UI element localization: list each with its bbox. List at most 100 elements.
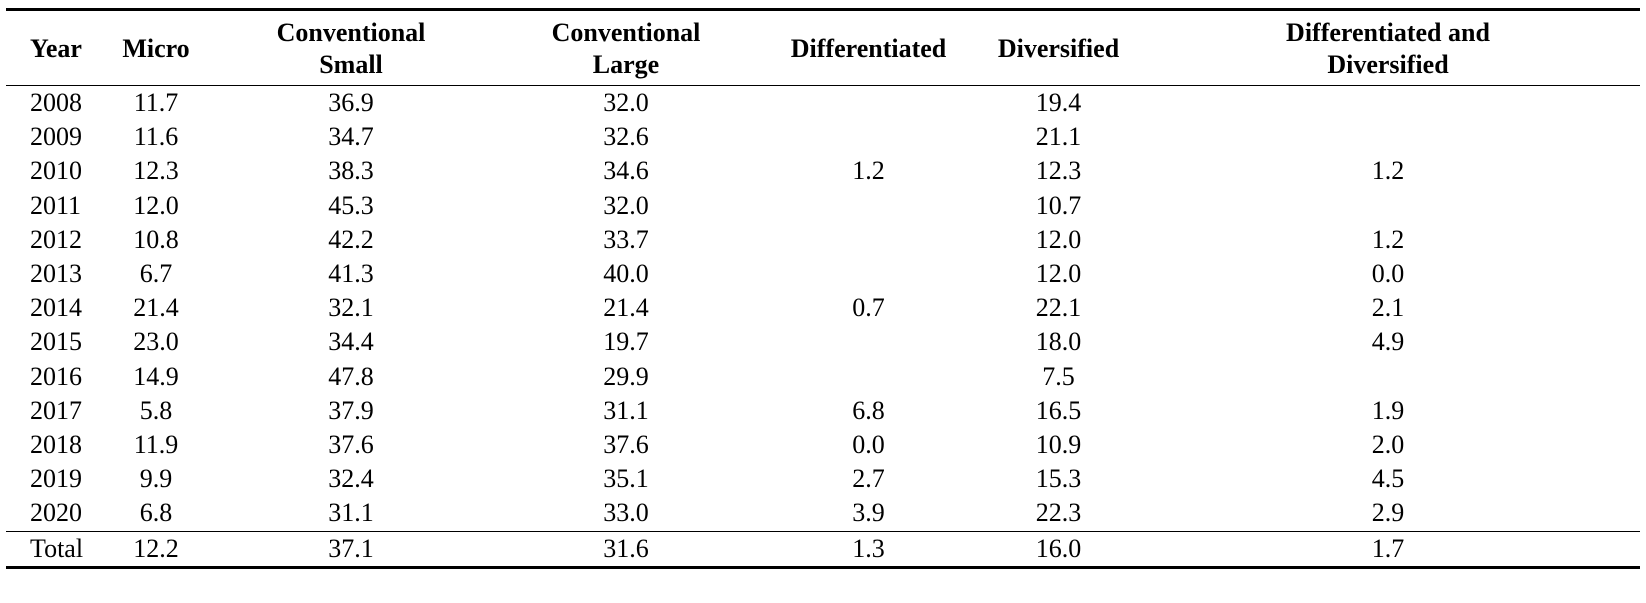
- cell-differentiated-and-diversified: [1136, 189, 1640, 223]
- cell-conventional-small: 45.3: [328, 190, 374, 220]
- cell-micro: 10.8: [133, 224, 179, 254]
- cell-differentiated: 3.9: [852, 498, 885, 528]
- cell-conventional-small: 36.9: [328, 88, 374, 117]
- header-row: Year Micro Conventional Small Conventiona…: [6, 9, 1640, 86]
- cell-micro: 6.7: [139, 259, 173, 289]
- total-row: Total 12.2 37.1 31.6 1.3 16.0 1.7: [6, 530, 1640, 568]
- table-row: 2013 6.7 41.3 40.0 12.0 0.0: [6, 257, 1640, 291]
- data-table-container: Year Micro Conventional Small Conventiona…: [6, 8, 1640, 569]
- table-header: Year Micro Conventional Small Conventiona…: [6, 9, 1640, 86]
- cell-conventional-small: 34.7: [328, 122, 374, 152]
- table-row: 2018 11.9 37.6 37.6 0.0 10.9 2.0: [6, 428, 1640, 462]
- cell-conventional-small: 37.6: [328, 430, 374, 460]
- cell-differentiated: [756, 120, 981, 154]
- cell-micro: 6.8: [139, 498, 173, 528]
- cell-differentiated: 1.2: [852, 156, 885, 186]
- cell-micro: 11.9: [133, 430, 179, 460]
- cell-conventional-small: 37.9: [328, 395, 374, 425]
- table-row: 2016 14.9 47.8 29.9 7.5: [6, 360, 1640, 394]
- cell-differentiated-and-diversified: 1.7: [1136, 530, 1640, 568]
- table-row: 2017 5.8 37.9 31.1 6.8 16.5 1.9: [6, 394, 1640, 428]
- cell-conventional-large: 40.0: [603, 259, 649, 289]
- data-table: Year Micro Conventional Small Conventiona…: [6, 8, 1640, 569]
- cell-diversified: 7.5: [1042, 361, 1075, 391]
- cell-micro: 5.8: [139, 395, 173, 425]
- cell-conventional-small: 32.1: [328, 293, 374, 323]
- header-diversified: Diversified: [997, 34, 1120, 63]
- cell-differentiated: [756, 257, 981, 291]
- cell-micro: 11.7: [133, 88, 179, 117]
- cell-conventional-small: 47.8: [328, 361, 374, 391]
- cell-micro: 21.4: [133, 293, 179, 323]
- cell-differentiated: 0.7: [852, 293, 885, 323]
- header-differentiated-and-diversified: Differentiated and Diversified: [1286, 18, 1490, 79]
- cell-conventional-large: 32.6: [603, 122, 649, 152]
- header-micro: Micro: [122, 34, 190, 63]
- cell-diversified: 10.9: [1035, 430, 1082, 460]
- cell-differentiated: 1.3: [756, 530, 981, 568]
- cell-conventional-large: 33.7: [603, 224, 649, 254]
- cell-conventional-large: 35.1: [603, 464, 649, 494]
- cell-differentiated-and-diversified: 1.9: [1371, 395, 1405, 425]
- table-row: 2009 11.6 34.7 32.6 21.1: [6, 120, 1640, 154]
- cell-year: 2012: [30, 224, 82, 254]
- cell-micro: 9.9: [139, 464, 173, 494]
- cell-year: 2013: [30, 259, 82, 289]
- cell-differentiated-and-diversified: 4.5: [1371, 464, 1405, 494]
- cell-conventional-small: 37.1: [206, 530, 496, 568]
- cell-diversified: 19.4: [1035, 88, 1082, 117]
- cell-differentiated: [756, 325, 981, 359]
- cell-differentiated: [756, 223, 981, 257]
- cell-micro: 23.0: [133, 327, 179, 357]
- cell-year: 2011: [30, 190, 82, 220]
- table-row: 2010 12.3 38.3 34.6 1.2 12.3 1.2: [6, 154, 1640, 188]
- cell-diversified: 22.1: [1035, 293, 1082, 323]
- cell-differentiated-and-diversified: 2.1: [1371, 293, 1405, 323]
- cell-conventional-large: 32.0: [603, 88, 649, 117]
- cell-differentiated-and-diversified: 2.9: [1371, 498, 1405, 528]
- cell-conventional-large: 29.9: [603, 361, 649, 391]
- cell-differentiated-and-diversified: 1.2: [1371, 156, 1405, 186]
- cell-conventional-small: 38.3: [328, 156, 374, 186]
- cell-micro: 12.3: [133, 156, 179, 186]
- cell-conventional-large: 19.7: [603, 327, 649, 357]
- cell-diversified: 12.0: [1035, 224, 1082, 254]
- table-row: 2012 10.8 42.2 33.7 12.0 1.2: [6, 223, 1640, 257]
- cell-differentiated-and-diversified: 1.2: [1371, 224, 1405, 254]
- cell-differentiated-and-diversified: 4.9: [1371, 327, 1405, 357]
- cell-conventional-small: 31.1: [328, 498, 374, 528]
- cell-diversified: 22.3: [1035, 498, 1082, 528]
- cell-conventional-small: 41.3: [328, 259, 374, 289]
- cell-year: 2010: [30, 156, 82, 186]
- cell-diversified: 12.0: [1035, 259, 1082, 289]
- cell-year: 2015: [30, 327, 82, 357]
- cell-diversified: 16.5: [1035, 395, 1082, 425]
- cell-year: Total: [6, 530, 106, 568]
- cell-year: 2017: [30, 395, 82, 425]
- table-row: 2011 12.0 45.3 32.0 10.7: [6, 189, 1640, 223]
- header-year: Year: [30, 34, 82, 63]
- cell-differentiated-and-diversified: [1136, 120, 1640, 154]
- cell-micro: 11.6: [133, 122, 179, 152]
- cell-conventional-small: 42.2: [328, 224, 374, 254]
- cell-micro: 14.9: [133, 361, 179, 391]
- cell-differentiated-and-diversified: [1136, 86, 1640, 121]
- cell-diversified: 16.0: [981, 530, 1136, 568]
- cell-conventional-large: 33.0: [603, 498, 649, 528]
- cell-differentiated: [756, 189, 981, 223]
- cell-conventional-large: 21.4: [603, 293, 649, 323]
- cell-year: 2020: [30, 498, 82, 528]
- cell-conventional-large: 31.1: [603, 395, 649, 425]
- table-body: 2008 11.7 36.9 32.0 19.4 2009 11.6 34.7 32.6 21.1…: [6, 86, 1640, 568]
- table-row: 2019 9.9 32.4 35.1 2.7 15.3 4.5: [6, 462, 1640, 496]
- cell-conventional-large: 34.6: [603, 156, 649, 186]
- cell-diversified: 18.0: [1035, 327, 1082, 357]
- cell-diversified: 21.1: [1035, 122, 1082, 152]
- cell-diversified: 10.7: [1035, 190, 1082, 220]
- cell-diversified: 15.3: [1035, 464, 1082, 494]
- cell-differentiated: [756, 360, 981, 394]
- cell-conventional-large: 37.6: [603, 430, 649, 460]
- cell-year: 2019: [30, 464, 82, 494]
- cell-diversified: 12.3: [1035, 156, 1082, 186]
- cell-conventional-large: 31.6: [496, 530, 756, 568]
